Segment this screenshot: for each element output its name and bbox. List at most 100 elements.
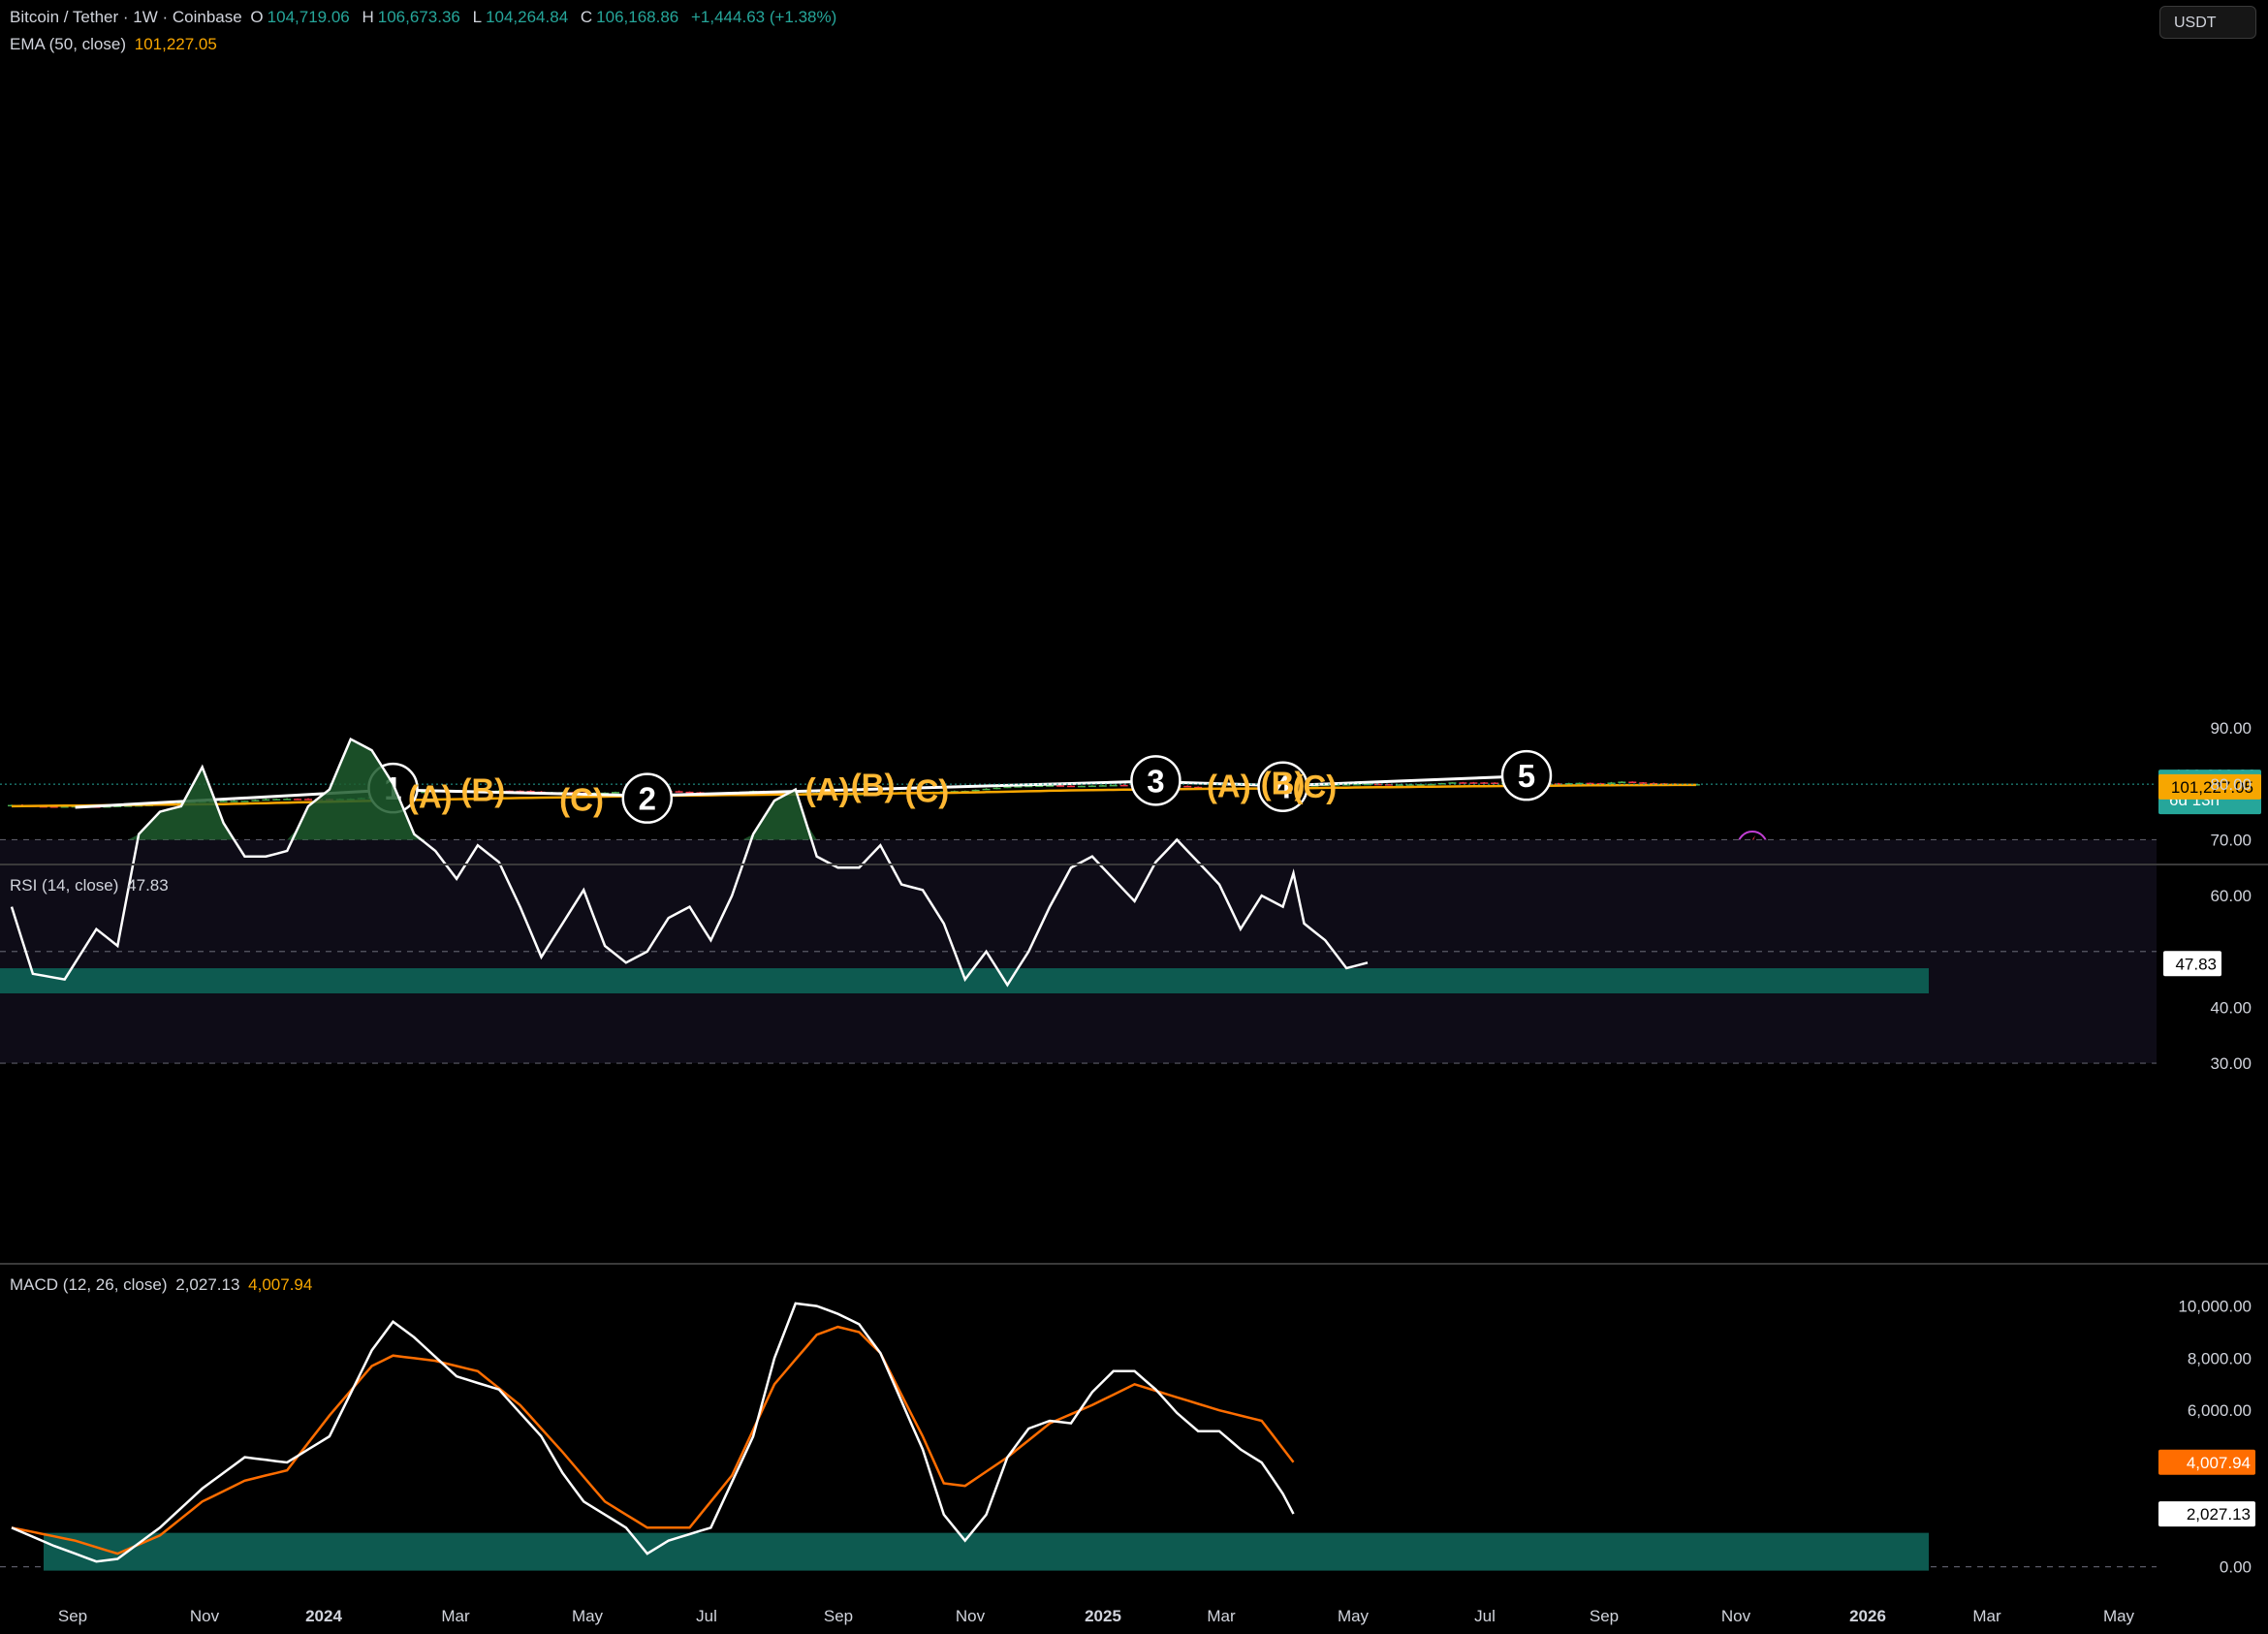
wave-correction-label: (A) [1207,768,1251,803]
rsi-pane[interactable] [0,737,2157,1064]
rsi-axis-tick: 90.00 [2210,719,2252,738]
candle-body [1628,781,1637,784]
candle-body [49,806,58,808]
time-axis-tick: Nov [956,1607,986,1625]
time-axis-tick: Jul [696,1607,717,1625]
time-axis-tick: Jul [1474,1607,1496,1625]
candle [1575,782,1584,785]
rsi-band [0,839,2157,1064]
macd-support-zone [44,1532,1929,1571]
candle-body [1586,782,1594,785]
wave-label-circle [1130,755,1181,806]
time-axis-tick: May [2103,1607,2135,1625]
macd-value-badge [2158,1501,2255,1527]
ema-label: EMA (50, close) [10,35,126,53]
candle [1586,782,1594,785]
currency-button[interactable]: USDT [2159,6,2256,39]
candle-body [124,805,133,807]
time-axis-tick: 2025 [1085,1607,1121,1625]
macd-signal-badge [2158,1449,2255,1475]
candle-body [1035,785,1044,788]
candle-body [421,791,429,794]
candle-body [1384,784,1393,786]
candle-body [1618,781,1626,784]
candle [1564,782,1573,785]
rsi-value-badge [2163,951,2221,977]
candle-body [1575,782,1584,785]
candle [1405,783,1414,786]
wave-label-4: 4 [1274,770,1292,805]
candle [1077,785,1086,788]
candle-body [1014,786,1023,788]
ema-value: 101,227.05 [134,35,217,53]
time-axis[interactable]: Sep Nov 2024 Mar May Jul Sep Nov 2025 Mar May Jul Se… [58,1607,2135,1625]
candle [1491,782,1499,784]
candle [294,798,302,801]
candle-body [251,800,260,801]
rsi-axis-tick: 60.00 [2210,887,2252,905]
time-axis-tick: Mar [1207,1607,1236,1625]
candle-body [982,788,991,791]
candle-body [60,805,69,808]
candle-body [1119,784,1128,787]
rsi-axis-tick: 70.00 [2210,831,2252,849]
wave-correction-label: (A) [408,779,453,815]
macd-pane[interactable] [0,1302,2157,1571]
candle-body [1554,783,1562,785]
candle-body [1607,782,1616,784]
candle-body [230,801,238,802]
macd-axis-tick: 10,000.00 [2178,1298,2252,1316]
candle [982,788,991,791]
rsi-axis-tick: 80.00 [2210,775,2252,794]
rsi-overbought-fill [12,738,1368,840]
candle-body [1109,784,1118,787]
time-axis-tick: Sep [824,1607,853,1625]
macd-axis-tick: 0.00 [2220,1558,2252,1577]
change-value: +1,444.63 (+1.38%) [691,8,837,26]
open-value: 104,719.06 [267,8,350,26]
candle-body [971,789,980,792]
price-axis[interactable]: 30,000.0040,000.0050,000.0060,000.0070,0… [0,719,2268,1577]
time-axis-tick: Sep [1590,1607,1619,1625]
low-value: 104,264.84 [486,8,569,26]
candle [230,800,238,802]
candle [1469,781,1478,784]
wave-correction-label: (C) [1292,769,1337,804]
candle-body [1353,783,1362,786]
wave-correction-label: (B) [851,768,896,803]
candle-body [992,787,1001,790]
wave-label-circle [621,772,674,824]
candle-body [1077,785,1086,788]
candle [1109,784,1118,787]
candle [1395,784,1403,786]
candle-body [272,799,281,801]
candle [1119,784,1128,787]
candle [612,791,620,794]
rsi-line [10,737,1369,988]
macd-signal-line [11,1325,1295,1555]
macd-signal-badge-label: 4,007.94 [2187,1454,2251,1472]
candle-body [1046,785,1055,787]
candle-body [1448,782,1457,784]
time-axis-tick: Nov [1721,1607,1751,1625]
candle-body [1056,785,1065,787]
candle-body [1183,785,1192,788]
rsi-axis-tick: 30.00 [2210,1054,2252,1073]
rsi-label: RSI (14, close) [10,876,119,895]
ema-badge-label: 101,227.05 [2171,778,2253,797]
rsi-legend: RSI (14, close) 47.83 [10,876,173,896]
candle [1628,781,1637,784]
candle-body [294,799,302,801]
candle [1639,781,1648,784]
candle-body [1459,782,1467,784]
time-axis-tick: Sep [58,1607,87,1625]
symbol-title: Bitcoin / Tether · 1W · Coinbase [10,8,242,26]
macd-axis-tick: 6,000.00 [2188,1401,2252,1420]
candle-body [1416,784,1425,786]
candle-body [1564,783,1573,785]
low-label: L [472,8,483,26]
candle [1437,782,1446,785]
time-axis-tick: Nov [190,1607,220,1625]
candle [1448,782,1457,784]
